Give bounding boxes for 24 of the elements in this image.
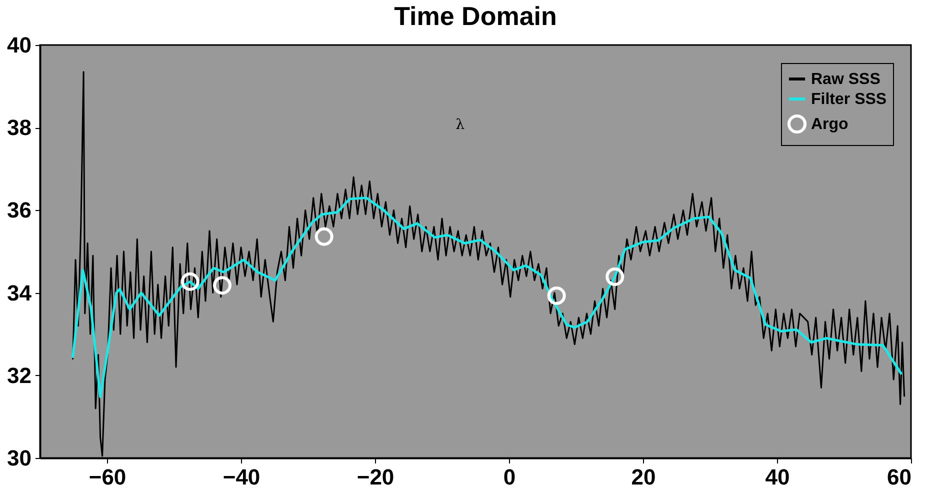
annotation: λ <box>456 117 465 133</box>
y-tick-label: 30 <box>7 446 32 470</box>
chart-title: Time Domain <box>394 1 557 31</box>
x-tick-label: 20 <box>631 464 656 490</box>
y-tick-label: 38 <box>7 115 32 140</box>
line-series <box>72 196 902 398</box>
x-tick-label: 0 <box>503 464 516 490</box>
y-tick-label: 36 <box>7 198 32 223</box>
x-tick-label: 60 <box>887 464 912 490</box>
x-tick-label: −40 <box>222 464 260 490</box>
x-tick-label: −20 <box>356 464 394 490</box>
legend-label: Filter SSS <box>811 91 887 108</box>
legend-label: Argo <box>811 116 849 133</box>
point <box>547 286 566 305</box>
legend-label: Raw SSS <box>811 71 881 88</box>
y-tick-label: 40 <box>7 32 32 58</box>
point <box>212 276 232 295</box>
y-tick-label: 32 <box>7 362 32 388</box>
point <box>606 267 624 286</box>
point <box>180 272 200 291</box>
x-tick-label: −60 <box>88 464 126 490</box>
point <box>314 227 334 246</box>
x-tick-label: 40 <box>765 464 790 490</box>
y-tick-label: 34 <box>7 280 32 306</box>
